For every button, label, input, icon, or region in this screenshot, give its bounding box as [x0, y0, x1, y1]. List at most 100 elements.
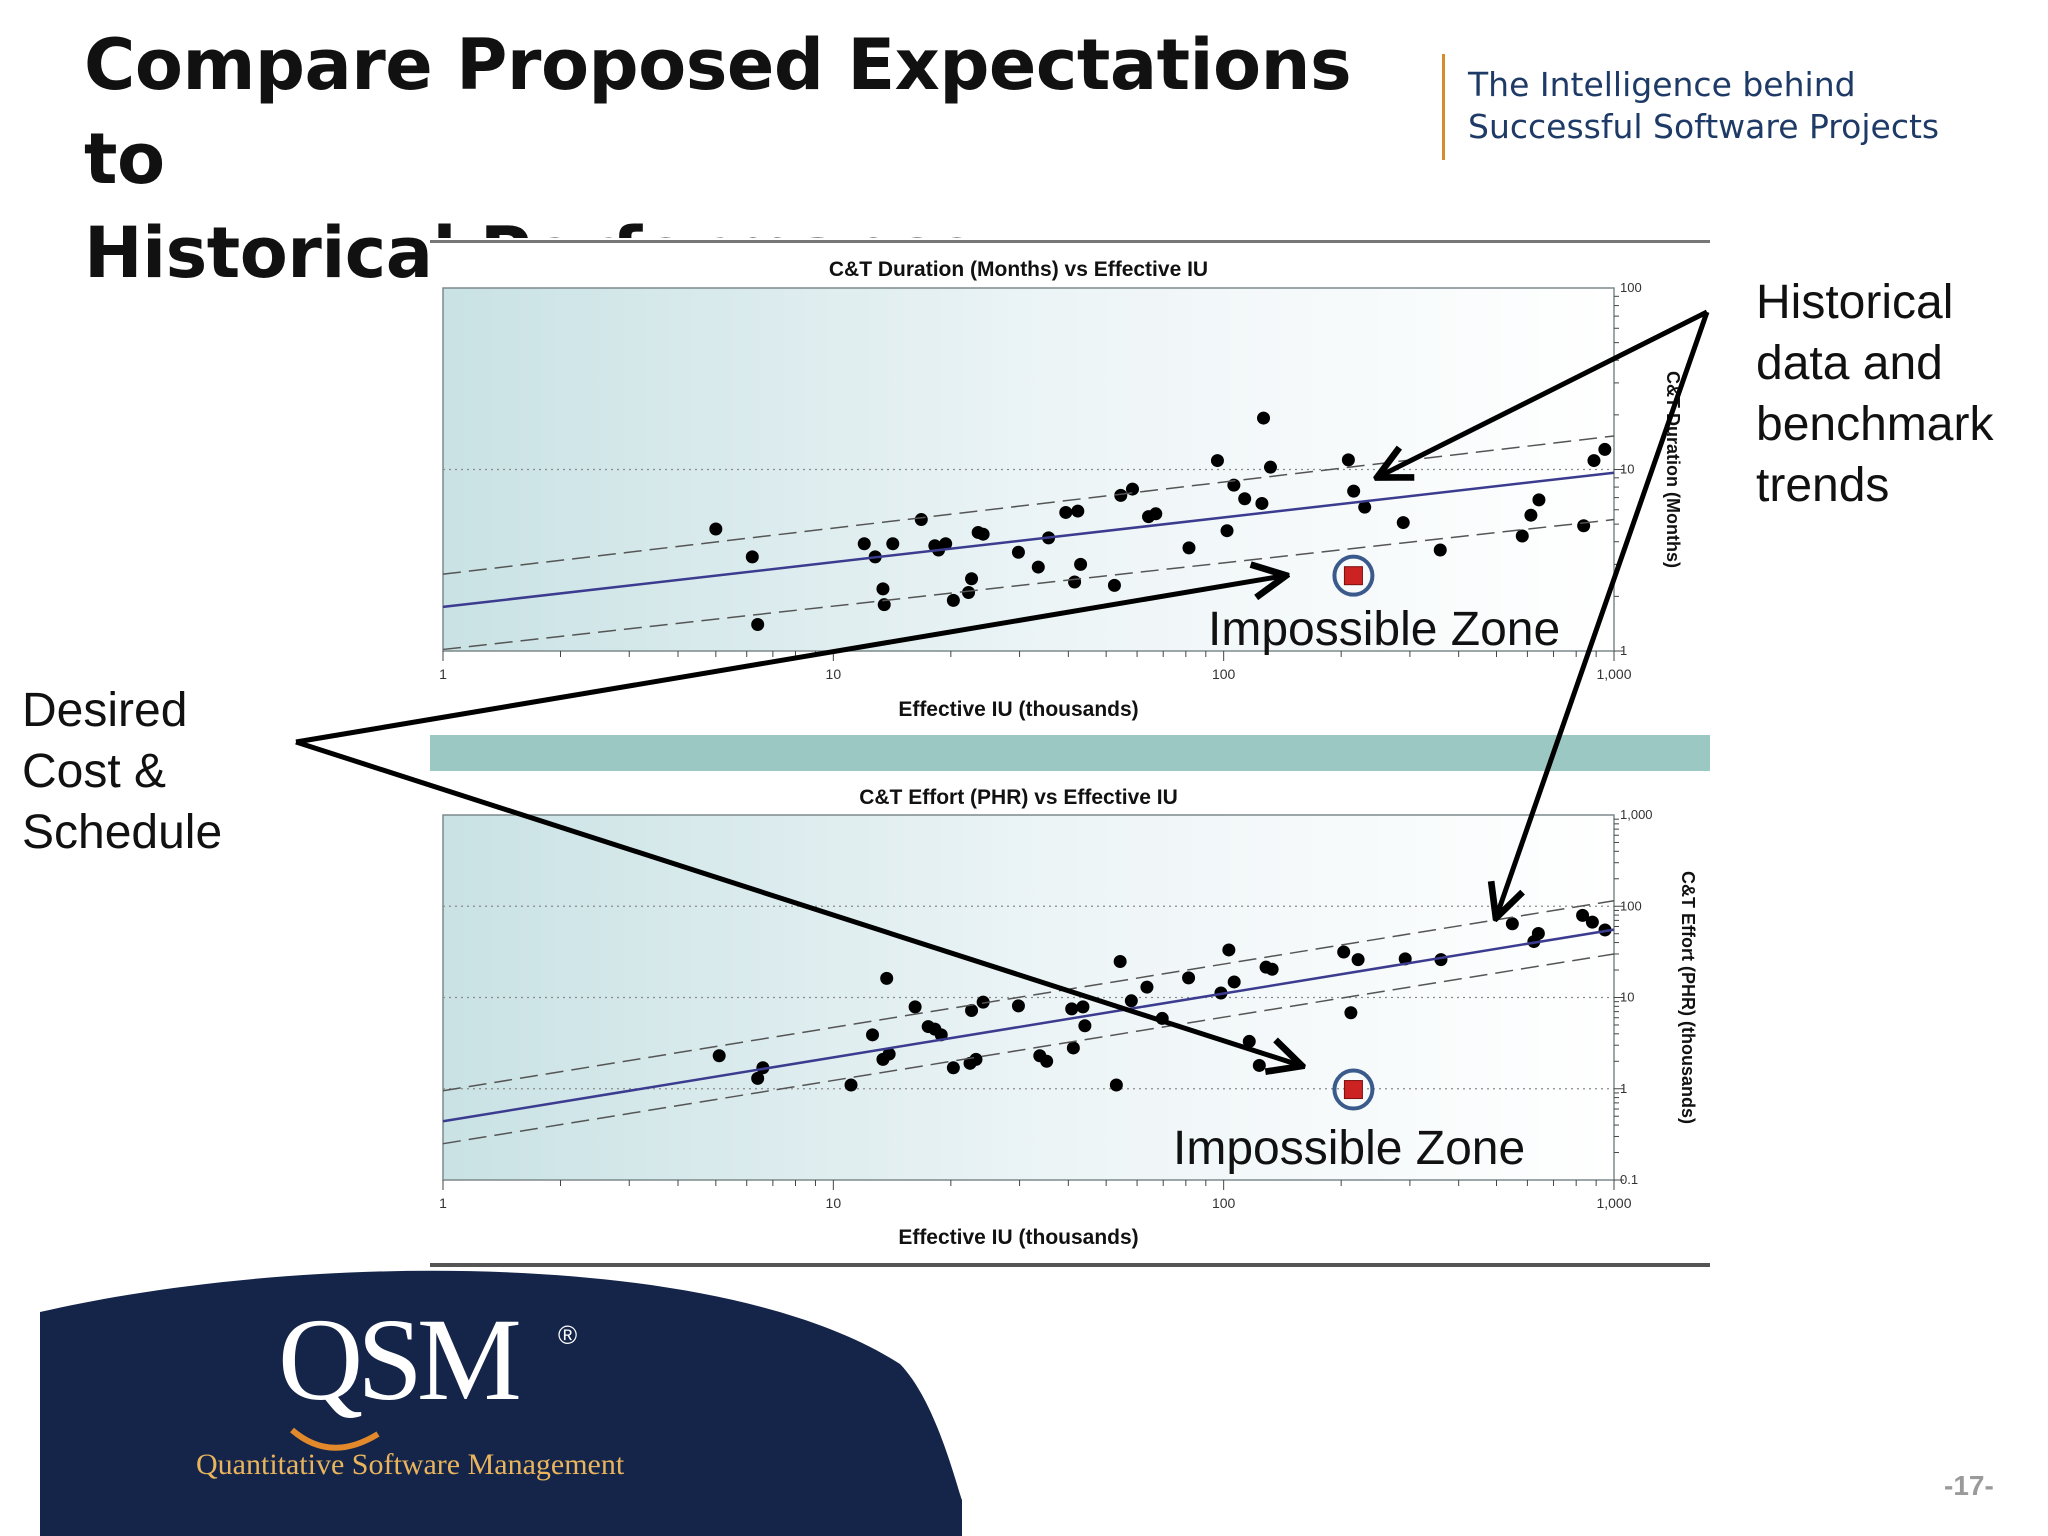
data-point	[1587, 454, 1601, 468]
data-point	[1113, 955, 1127, 969]
x-axis-label: Effective IU (thousands)	[898, 1226, 1138, 1249]
arrow-to-effort-trend	[1497, 311, 1710, 915]
data-point	[1263, 460, 1277, 474]
trend-band-line	[442, 899, 1615, 1092]
y-tick-label: 0.1	[1620, 1172, 1638, 1187]
proposed-ring	[1332, 1068, 1375, 1111]
data-point	[1059, 505, 1073, 519]
proposed-point	[1343, 566, 1363, 586]
y-tick-label: 1,000	[1620, 807, 1653, 822]
impossible-zone-label: Impossible Zone	[1208, 603, 1560, 656]
data-point	[1252, 1058, 1266, 1072]
y-tick-label: 1	[1620, 1081, 1627, 1096]
data-point	[1065, 1002, 1079, 1016]
y-axis-label: C&T Effort (PHR) (thousands)	[1678, 871, 1698, 1124]
data-point	[1265, 962, 1279, 976]
data-point	[751, 1071, 765, 1085]
y-tick-label: 100	[1620, 280, 1642, 295]
plot-area	[442, 814, 1615, 1181]
data-point	[1011, 999, 1025, 1013]
data-point	[1124, 994, 1138, 1008]
data-point	[1358, 500, 1372, 514]
data-point	[1532, 493, 1546, 507]
data-point	[877, 598, 891, 612]
data-point	[1210, 454, 1224, 468]
data-point	[908, 1000, 922, 1014]
tagline-divider	[1442, 54, 1445, 160]
data-point	[1066, 1041, 1080, 1055]
trend-band-line	[442, 518, 1615, 651]
proposed-point	[1343, 1080, 1363, 1100]
data-point	[962, 586, 976, 600]
charts-top-rule	[430, 240, 1710, 243]
callout-historical-line: benchmark	[1756, 398, 1994, 451]
chart-divider-band	[430, 735, 1710, 771]
data-point	[1109, 1078, 1123, 1092]
data-point	[1255, 496, 1269, 510]
data-point	[866, 1028, 880, 1042]
data-point	[914, 513, 928, 527]
y-axis-label: C&T Duration (Months)	[1663, 371, 1683, 568]
x-tick-label: 100	[1212, 1195, 1236, 1211]
impossible-zone-label: Impossible Zone	[1173, 1122, 1525, 1175]
data-point	[1227, 975, 1241, 989]
page-number: -17-	[1944, 1470, 1994, 1501]
data-point	[1344, 1006, 1358, 1020]
callout-desired-line: Schedule	[22, 806, 223, 859]
data-point	[1076, 1000, 1090, 1014]
data-point	[1396, 516, 1410, 530]
data-point	[1107, 578, 1121, 592]
data-point	[1433, 543, 1447, 557]
trend-band-line	[442, 435, 1615, 575]
trend-band-line	[442, 953, 1615, 1145]
data-point	[712, 1049, 726, 1063]
logo-banner	[40, 1270, 962, 1536]
tagline-line-2: Successful Software Projects	[1468, 107, 1940, 146]
data-point	[880, 971, 894, 985]
data-point	[886, 537, 900, 551]
data-point	[1040, 1054, 1054, 1068]
data-point	[1071, 504, 1085, 518]
data-point	[1598, 442, 1612, 456]
data-point	[976, 995, 990, 1009]
data-point	[745, 550, 759, 564]
data-point	[1222, 943, 1236, 957]
data-point	[1505, 917, 1519, 931]
data-point	[965, 572, 979, 586]
trend-line	[442, 928, 1615, 1123]
callout-desired-line: Cost &	[22, 745, 167, 798]
data-point	[751, 617, 765, 631]
data-point	[1347, 484, 1361, 498]
data-point	[1074, 557, 1088, 571]
x-tick-label: 1,000	[1596, 1195, 1631, 1211]
x-tick-label: 1,000	[1596, 666, 1631, 682]
chart-title: C&T Duration (Months) vs Effective IU	[829, 258, 1208, 281]
y-tick-label: 1	[1620, 643, 1627, 658]
duration-chart: 1 10 100 1,000 1 10 100 C&T Duration (Months) v…	[439, 258, 1683, 721]
tagline: The Intelligence behind Successful Softw…	[1468, 64, 2028, 148]
data-point	[946, 1061, 960, 1075]
effort-chart: 1 10 100 1,000 0.1 1 10 100 1,000 C&T Effort (PHR…	[439, 786, 1698, 1249]
y-tick-label: 100	[1620, 898, 1642, 913]
data-point	[1031, 560, 1045, 574]
logo-wordmark: QSM	[278, 1294, 522, 1425]
tagline-line-1: The Intelligence behind	[1468, 65, 1856, 104]
charts-bottom-rule	[430, 1263, 1710, 1267]
x-tick-label: 1	[439, 666, 447, 682]
data-point	[1114, 488, 1128, 502]
data-point	[1182, 971, 1196, 985]
arrow-to-duration-trend	[1380, 309, 1709, 476]
data-point	[946, 593, 960, 607]
data-point	[1125, 482, 1139, 496]
data-point	[1577, 519, 1591, 533]
proposed-ring	[1332, 554, 1375, 597]
data-point	[876, 582, 890, 596]
data-point	[1238, 492, 1252, 506]
data-point	[1220, 524, 1234, 538]
data-point	[844, 1078, 858, 1092]
data-point	[969, 1052, 983, 1066]
data-point	[882, 1047, 896, 1061]
callout-desired: Desired Cost & Schedule	[22, 680, 222, 863]
data-point	[1078, 1019, 1092, 1033]
